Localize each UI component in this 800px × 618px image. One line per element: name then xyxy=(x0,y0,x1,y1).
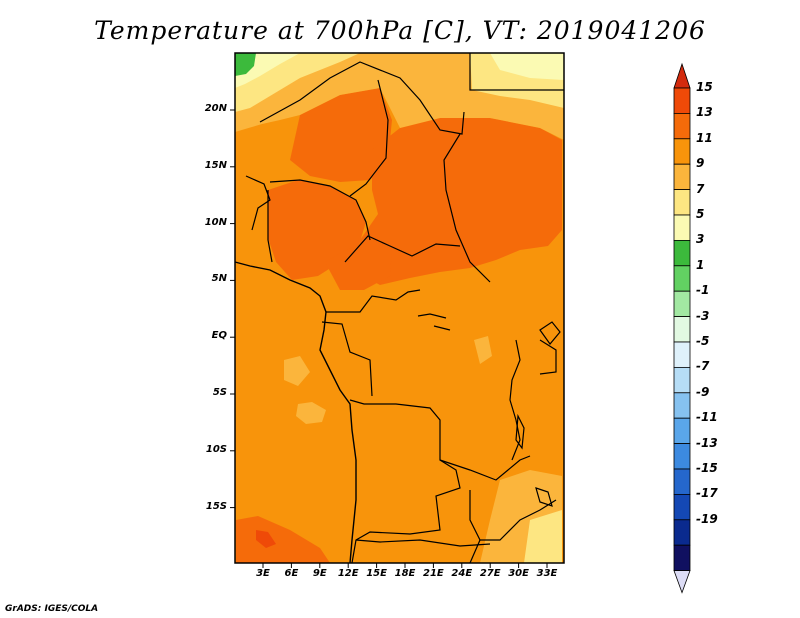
colorbar-label: 11 xyxy=(696,130,713,145)
colorbar-label: -15 xyxy=(696,461,718,475)
colorbar-segment xyxy=(673,214,691,241)
colorbar-segment xyxy=(673,189,691,216)
colorbar-segment xyxy=(673,113,691,140)
colorbar-bottom-triangle xyxy=(673,570,691,594)
lat-label: 15S xyxy=(205,500,227,512)
boundaries xyxy=(245,53,564,564)
cool-patch-angola xyxy=(296,402,326,424)
lat-label: 15N xyxy=(204,159,227,171)
lat-label: EQ xyxy=(211,330,227,342)
colorbar-label: -19 xyxy=(696,511,718,526)
colorbar-segment xyxy=(673,417,691,445)
colorbar-segment xyxy=(673,265,691,292)
map-panel xyxy=(230,52,565,568)
lat-label: 5S xyxy=(212,387,227,398)
colorbar-label: 15 xyxy=(696,80,713,94)
colorbar-label: 13 xyxy=(696,105,713,120)
lat-label: 5N xyxy=(211,273,227,285)
coastline xyxy=(234,261,357,564)
warm-core-chad-sudan xyxy=(356,118,562,285)
lat-label: 20N xyxy=(204,103,227,114)
colorbar-label: 5 xyxy=(696,207,705,221)
colorbar-label: -7 xyxy=(696,359,710,374)
lon-label: 27E xyxy=(479,568,501,579)
map-title: Temperature at 700hPa [C], VT: 201904120… xyxy=(94,16,706,45)
cool-patch-gabon xyxy=(284,356,310,386)
colorbar-label: -11 xyxy=(696,410,718,425)
lon-label: 15E xyxy=(366,568,387,579)
lon-label: 9E xyxy=(312,568,327,579)
lon-label: 30E xyxy=(508,568,529,579)
lon-label: 12E xyxy=(337,568,359,579)
colorbar-segment xyxy=(673,443,691,470)
lon-label: 18E xyxy=(394,568,416,579)
lat-label: 10N xyxy=(204,216,227,228)
warm-core-sw xyxy=(236,516,330,563)
lakes xyxy=(417,313,561,507)
hot-spot-sw xyxy=(256,530,276,548)
colorbar-label: -9 xyxy=(696,384,710,399)
colorbar-label: 7 xyxy=(696,181,705,196)
colorbar-segment xyxy=(673,366,691,394)
cool-patch-se-pale xyxy=(524,510,562,563)
lon-label: 21E xyxy=(423,568,444,579)
colorbar-label: -5 xyxy=(696,334,710,348)
credit-text: GrADS: IGES/COLA xyxy=(5,604,99,614)
lightest-band-ne xyxy=(490,53,564,80)
lon-label: 33E xyxy=(536,568,558,579)
map-frame xyxy=(234,52,565,564)
colorbar-segment xyxy=(673,290,691,318)
colorbar-label: -3 xyxy=(696,308,710,323)
colorbar-label: -1 xyxy=(696,283,710,298)
colorbar-segment xyxy=(673,239,691,267)
colorbar xyxy=(673,62,691,594)
green-corner xyxy=(235,53,256,76)
colorbar-segment xyxy=(673,87,691,114)
warm-core-niger xyxy=(290,88,392,182)
lon-label: 3E xyxy=(256,568,270,579)
colorbar-top-triangle xyxy=(673,62,691,89)
colorbar-segment xyxy=(673,519,691,546)
colorbar-segment xyxy=(673,316,691,343)
colorbar-label: -13 xyxy=(696,435,718,450)
colorbar-label: 9 xyxy=(696,156,705,171)
lat-label: 10S xyxy=(205,443,227,455)
colorbar-segment xyxy=(673,341,691,368)
colorbar-label: -17 xyxy=(696,486,718,501)
colorbar-segment xyxy=(673,468,691,495)
colorbar-segment xyxy=(673,493,691,521)
warm-core-cameroon xyxy=(325,240,392,290)
colorbar-segment xyxy=(673,544,691,572)
lon-label: 6E xyxy=(284,568,299,579)
colorbar-segment xyxy=(673,138,691,165)
colorbar-label: 3 xyxy=(696,232,705,247)
cool-patch-east xyxy=(474,336,492,364)
colorbar-segment xyxy=(673,392,691,419)
lon-label: 24E xyxy=(451,568,473,579)
colorbar-segment xyxy=(673,163,691,190)
colorbar-label: 1 xyxy=(696,257,705,272)
